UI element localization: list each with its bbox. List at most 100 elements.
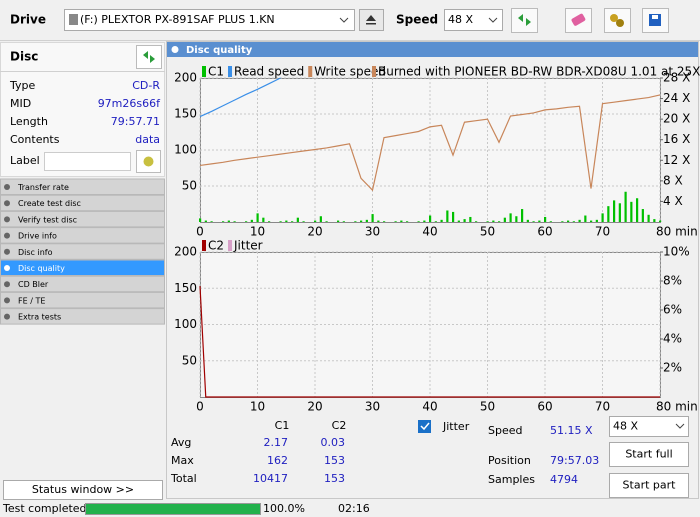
bar (406, 221, 409, 222)
start-part-button[interactable] (609, 473, 689, 498)
x-tick-label: 0 (196, 225, 204, 239)
y2-tick-label: 20 X (663, 112, 690, 126)
menu-label: Drive info (18, 232, 57, 241)
bar (285, 220, 288, 222)
jitter-checkbox[interactable] (418, 420, 431, 433)
stats-table: C1 C2 Avg 2.17 0.03 Max 162 153 Total 10417 153 (170, 419, 346, 485)
bar (279, 221, 282, 222)
y-tick-label: 50 (182, 353, 197, 367)
stats-header: C1 (275, 419, 290, 432)
field-value: CD-R (132, 79, 160, 92)
x-tick-label: 10 (250, 225, 265, 239)
menu-item[interactable] (0, 194, 165, 212)
field-value: 79:57.71 (111, 115, 160, 128)
info-label: Speed (488, 424, 522, 437)
bar (567, 220, 570, 222)
status-window-button[interactable] (3, 480, 163, 500)
eject-icon (366, 15, 376, 25)
menu-item[interactable] (0, 308, 165, 325)
bar (250, 219, 253, 222)
y-tick-label: 150 (174, 107, 197, 121)
menu-item[interactable] (0, 210, 165, 228)
y2-tick-label: 28 X (663, 71, 690, 85)
menu: Transfer rate Create test disc Verify test… (0, 178, 165, 325)
drive-value: (F:) PLEXTOR PX-891SAF PLUS 1.KN (80, 13, 275, 26)
menu-item[interactable] (0, 178, 165, 195)
drive-label: Drive (10, 13, 46, 27)
elapsed-time: 02:16 (338, 502, 370, 515)
bar (532, 221, 535, 222)
info-value: 79:57.03 (550, 454, 599, 467)
disc-refresh-button[interactable] (136, 45, 162, 69)
refresh-button[interactable] (511, 8, 538, 33)
menu-item[interactable] (0, 259, 165, 276)
bar (296, 217, 299, 222)
bar (434, 221, 437, 222)
dropdown-arrow (488, 17, 498, 23)
info-label: Position (488, 454, 531, 467)
drive-icon (69, 14, 78, 25)
start-full-button[interactable] (609, 442, 689, 467)
stats-value: 2.17 (264, 436, 289, 449)
bar (354, 221, 357, 222)
bar (440, 219, 443, 222)
bar (498, 221, 501, 222)
x-tick-label: 80 min (656, 400, 698, 414)
bar (325, 221, 328, 222)
menu-icon (4, 313, 10, 320)
bar (601, 213, 604, 222)
speed-select[interactable] (609, 416, 689, 437)
speed-select[interactable] (444, 9, 503, 31)
bar (463, 219, 466, 222)
y2-tick-label: 8% (663, 274, 682, 288)
menu-icon (4, 232, 10, 239)
stats-value: 162 (267, 454, 288, 467)
panel-icon (171, 46, 179, 53)
x-tick-label: 40 (422, 225, 437, 239)
bar (503, 217, 506, 222)
bar (647, 214, 650, 222)
menu-icon (4, 297, 10, 304)
menu-item[interactable] (0, 227, 165, 244)
bar (383, 221, 386, 222)
menu-item[interactable] (0, 291, 165, 309)
y2-tick-label: 8 X (663, 173, 683, 187)
bar (423, 220, 426, 222)
copy-icon (616, 19, 624, 27)
bar (653, 219, 656, 222)
bar (446, 210, 449, 222)
save-icon (652, 15, 658, 19)
bar (590, 220, 593, 222)
speed-select-value: 48 X (613, 420, 638, 433)
drive-select[interactable] (64, 9, 355, 31)
disc-title: Disc (10, 50, 38, 64)
bar (636, 198, 639, 222)
menu-item[interactable] (0, 275, 165, 293)
menu-item[interactable] (0, 243, 165, 260)
erase-icon (571, 13, 586, 26)
refresh-icon (518, 14, 531, 26)
bar (377, 220, 380, 222)
legend-label: Jitter (233, 239, 263, 253)
label-icon (143, 156, 154, 167)
menu-label: FE / TE (18, 296, 45, 305)
x-tick-label: 10 (250, 400, 265, 414)
y-tick-label: 50 (182, 179, 197, 193)
menu-label: Extra tests (18, 313, 61, 322)
bar (337, 220, 340, 222)
x-tick-label: 30 (365, 225, 380, 239)
legend-swatch (308, 66, 313, 77)
x-tick-label: 60 (537, 400, 552, 414)
menu-icon (4, 281, 10, 288)
y2-tick-label: 6% (663, 303, 682, 317)
label-input[interactable] (44, 152, 131, 171)
x-tick-label: 40 (422, 400, 437, 414)
menu-label: Disc info (18, 248, 53, 257)
y2-tick-label: 2% (663, 361, 682, 375)
speed-value: 48 X (448, 13, 473, 26)
y-tick-label: 200 (174, 245, 197, 259)
x-tick-label: 20 (307, 225, 322, 239)
info-label: Samples (488, 473, 535, 486)
bar (561, 221, 564, 222)
